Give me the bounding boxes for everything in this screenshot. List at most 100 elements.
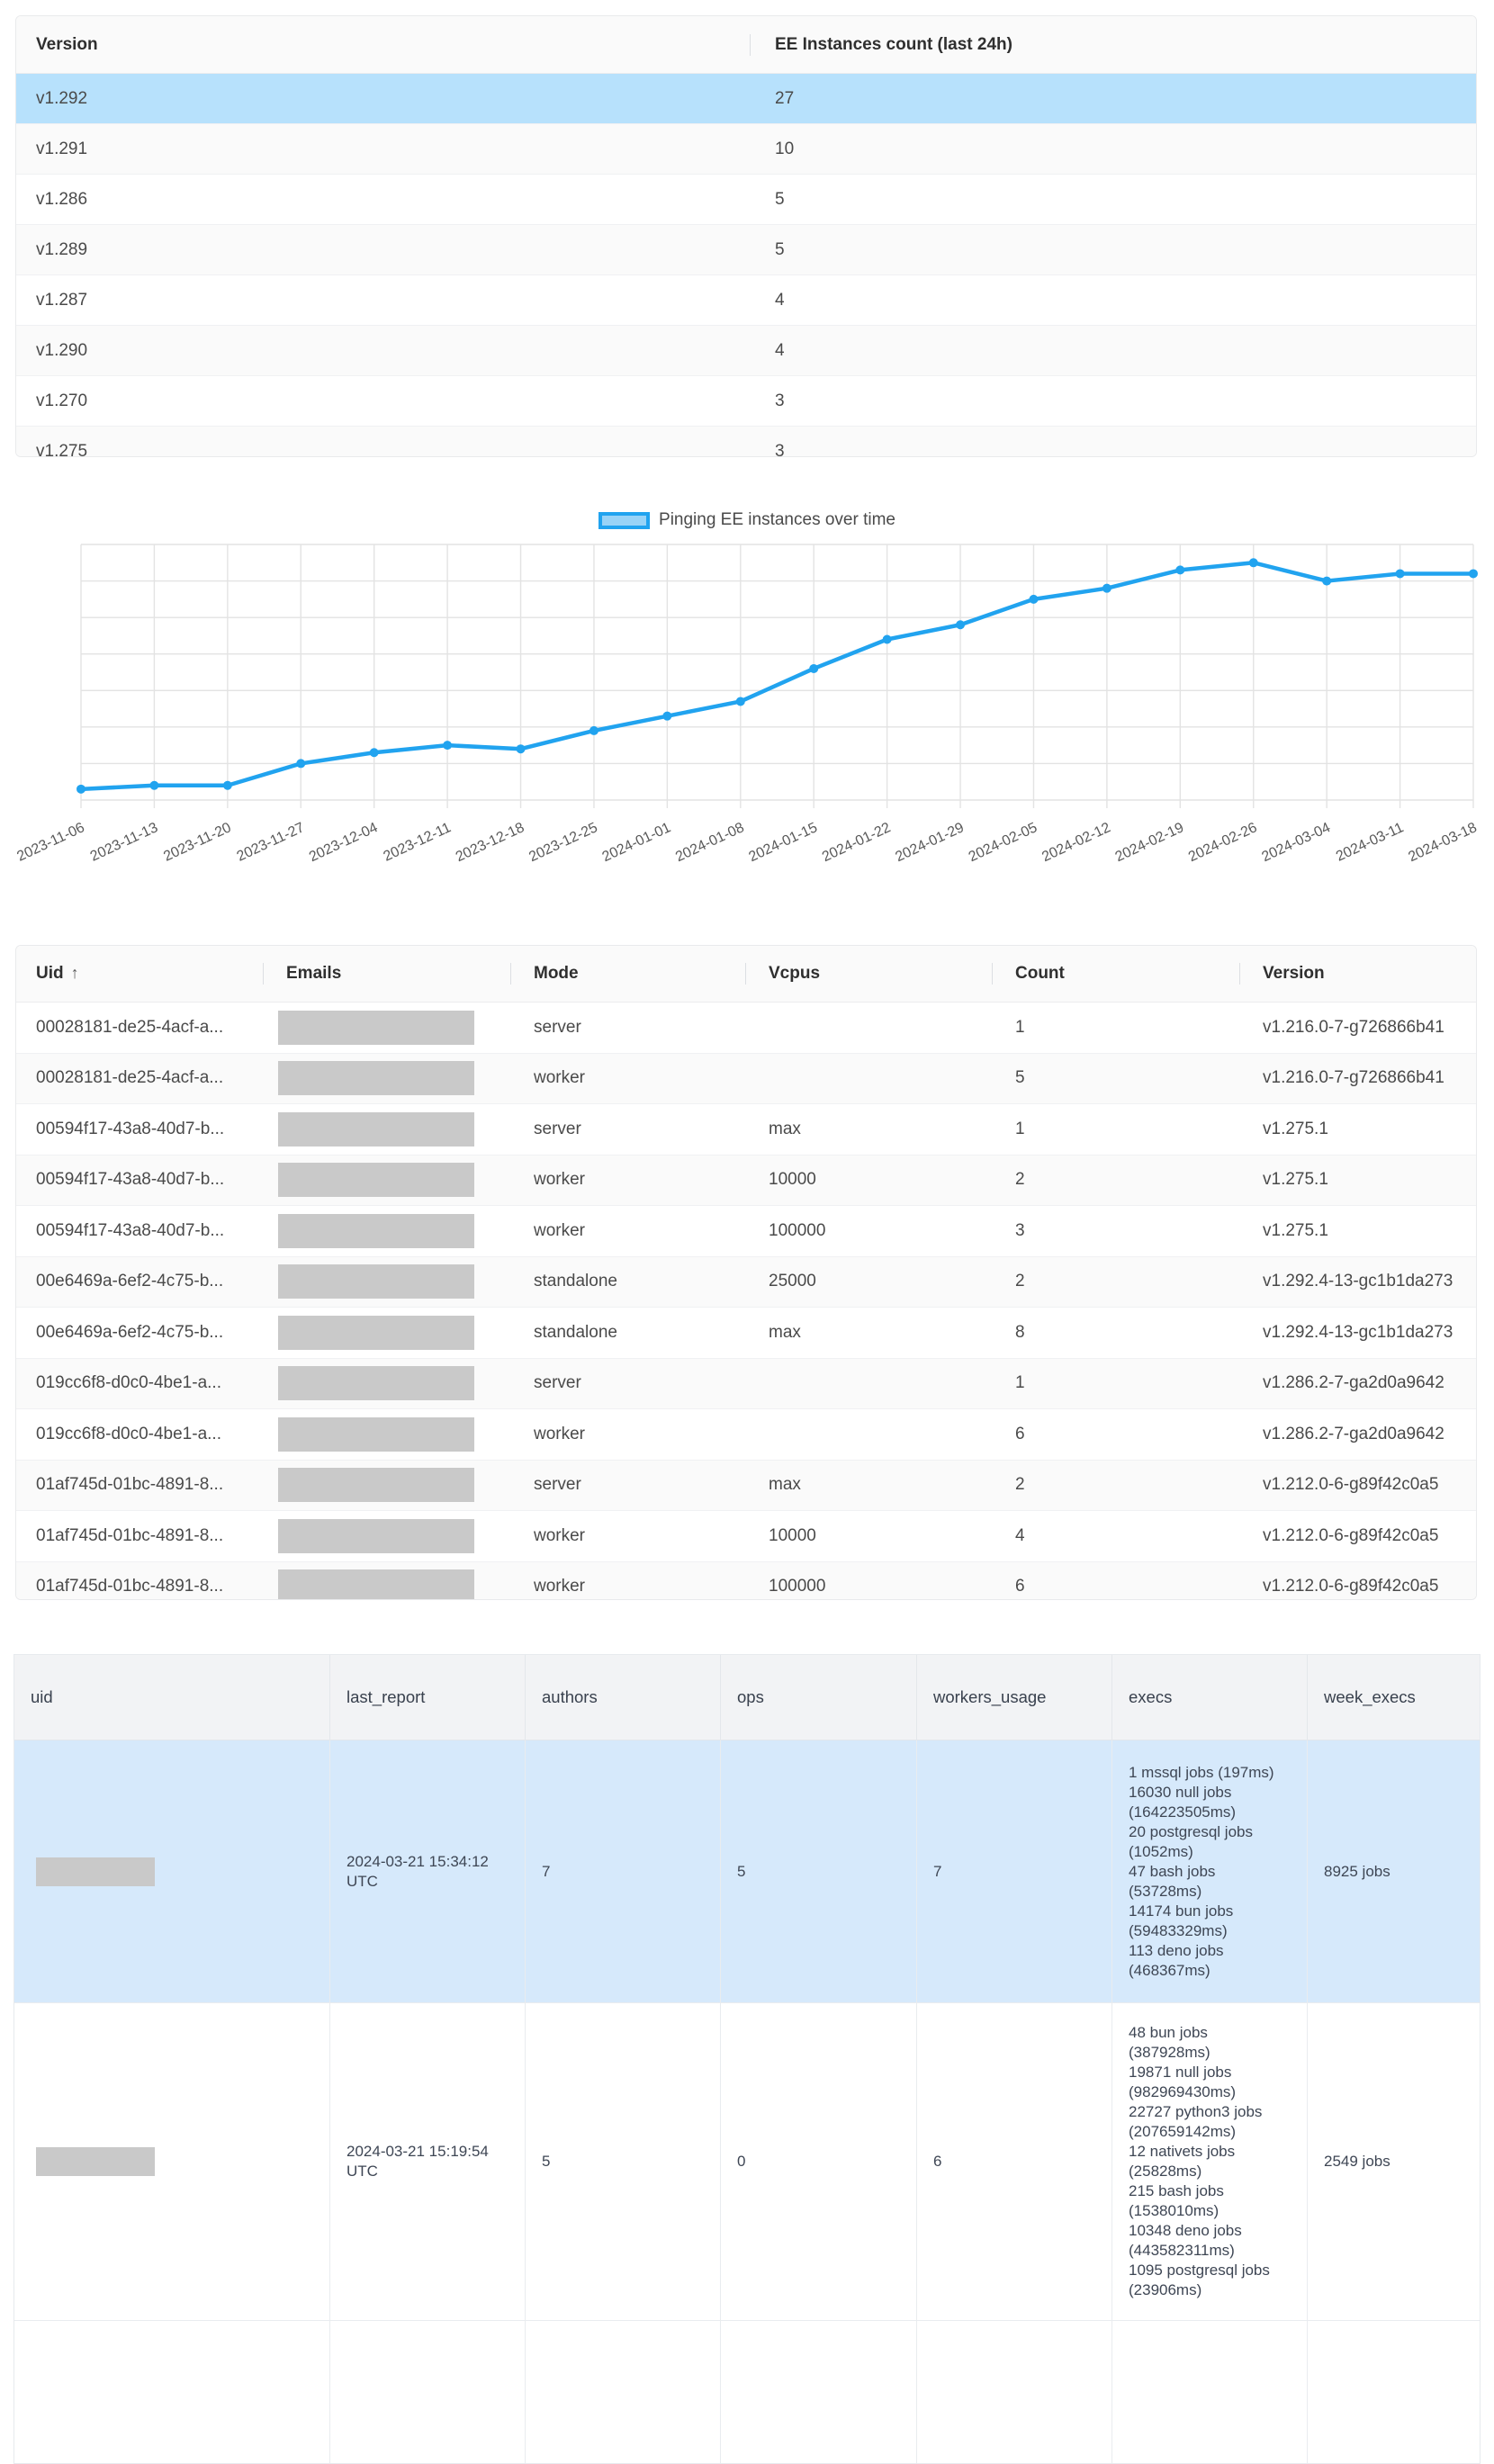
table-row[interactable]: 01af745d-01bc-4891-8... worker 10000 4 v1.21… xyxy=(16,1511,1476,1562)
table-row[interactable]: 2024-03-21 15:19:54 UTC 5 0 6 48 bun jobs (3… xyxy=(14,2003,1480,2321)
table-row[interactable]: v1.291 10 xyxy=(16,124,1476,175)
table-row[interactable]: 00594f17-43a8-40d7-b... server max 1 v1.275.… xyxy=(16,1104,1476,1156)
cell-count: 2 xyxy=(1015,1272,1025,1291)
column-header-count[interactable]: Count xyxy=(992,963,1239,985)
table-row[interactable]: v1.287 4 xyxy=(16,275,1476,326)
table-row[interactable]: 260 bun jobs (549925ms) 21 mysql jobs (1… xyxy=(14,2321,1480,2463)
table-row[interactable]: v1.292 27 xyxy=(16,74,1476,124)
cell-mode: worker xyxy=(534,1525,586,1545)
table-row[interactable]: 00e6469a-6ef2-4c75-b... standalone max 8 v1.… xyxy=(16,1308,1476,1359)
series-line[interactable] xyxy=(78,561,1476,792)
cell-version: v1.275.1 xyxy=(1263,1170,1328,1190)
data-point[interactable] xyxy=(882,634,892,644)
data-point[interactable] xyxy=(516,744,526,754)
sort-ascending-icon[interactable]: ↑ xyxy=(70,964,79,982)
cell-uid: 00e6469a-6ef2-4c75-b... xyxy=(36,1322,224,1342)
x-axis-tick-label: 2023-11-20 xyxy=(161,820,233,865)
column-header-week-execs[interactable]: week_execs xyxy=(1324,1687,1416,1706)
table-row[interactable]: 2024-03-21 15:34:12 UTC 7 5 7 1 mssql jobs (… xyxy=(14,1740,1480,2003)
reports-table-body: 2024-03-21 15:34:12 UTC 7 5 7 1 mssql jobs (… xyxy=(14,1740,1480,2463)
cell-ops: 0 xyxy=(721,2003,917,2320)
line-chart-canvas[interactable]: 2023-11-06 2023-11-13 2023-11-20 2023-11-27… xyxy=(0,531,1494,873)
data-point[interactable] xyxy=(1248,558,1258,568)
cell-version: v1.291 xyxy=(36,139,88,158)
data-point[interactable] xyxy=(1175,565,1185,575)
column-label-uid: Uid xyxy=(36,964,64,983)
cell-execs: 48 bun jobs (387928ms) 19871 null jobs (… xyxy=(1112,2003,1308,2320)
instances-over-time-chart[interactable]: 2023-11-06 2023-11-13 2023-11-20 2023-11-27… xyxy=(0,531,1494,873)
column-header-uid[interactable]: Uid ↑ xyxy=(16,964,263,984)
cell-count: 2 xyxy=(1015,1170,1025,1190)
data-point[interactable] xyxy=(296,759,306,769)
table-row[interactable]: v1.275 3 xyxy=(16,427,1476,456)
table-row[interactable]: 00594f17-43a8-40d7-b... worker 100000 3 v1.2… xyxy=(16,1206,1476,1257)
data-point[interactable] xyxy=(222,780,232,790)
cell-uid: 00028181-de25-4acf-a... xyxy=(36,1017,224,1037)
table-row[interactable]: v1.290 4 xyxy=(16,326,1476,376)
data-point[interactable] xyxy=(1322,576,1332,586)
column-header-uid[interactable]: uid xyxy=(14,1655,330,1740)
cell-mode: server xyxy=(534,1119,581,1138)
column-header-ops[interactable]: ops xyxy=(721,1655,917,1740)
cell-uid: 01af745d-01bc-4891-8... xyxy=(36,1577,224,1596)
chart-legend[interactable]: Pinging EE instances over time xyxy=(0,507,1494,534)
cell-count: 5 xyxy=(1015,1068,1025,1088)
cell-count: 5 xyxy=(775,239,785,259)
column-header-last-report[interactable]: last_report xyxy=(330,1655,526,1740)
x-axis-tick-label: 2024-01-15 xyxy=(747,820,820,865)
data-point[interactable] xyxy=(735,697,745,706)
column-label-mode: Mode xyxy=(534,964,579,983)
cell-mode: server xyxy=(534,1373,581,1393)
column-header-version[interactable]: Version xyxy=(36,34,98,54)
column-header-workers-usage[interactable]: workers_usage xyxy=(917,1655,1112,1740)
column-header-execs[interactable]: execs xyxy=(1112,1655,1308,1740)
column-header-ee-instances-count-last-24h[interactable]: EE Instances count (last 24h) xyxy=(750,33,1476,56)
data-point[interactable] xyxy=(443,741,453,751)
table-row[interactable]: 019cc6f8-d0c0-4be1-a... worker 6 v1.286.2-7… xyxy=(16,1409,1476,1461)
table-row[interactable]: 019cc6f8-d0c0-4be1-a... server 1 v1.286.2-7… xyxy=(16,1358,1476,1409)
data-point[interactable] xyxy=(662,711,672,721)
table-row[interactable]: 01af745d-01bc-4891-8... server max 2 v1.212.… xyxy=(16,1460,1476,1511)
data-point[interactable] xyxy=(589,725,598,735)
data-point[interactable] xyxy=(1469,569,1478,579)
reports-table-header: uid last_report authors ops workers_usage exe… xyxy=(14,1655,1480,1740)
x-axis-tick-label: 2024-01-22 xyxy=(820,820,893,865)
table-row[interactable]: v1.270 3 xyxy=(16,376,1476,427)
redacted-uid xyxy=(36,2147,155,2176)
x-axis-tick-label: 2023-12-04 xyxy=(307,820,380,865)
table-row[interactable]: 00e6469a-6ef2-4c75-b... standalone 25000 2 v… xyxy=(16,1256,1476,1308)
data-point[interactable] xyxy=(1395,569,1405,579)
table-row[interactable]: v1.286 5 xyxy=(16,175,1476,225)
column-header-authors[interactable]: authors xyxy=(526,1655,721,1740)
cell-execs: 1 mssql jobs (197ms) 16030 null jobs (16… xyxy=(1112,1740,1308,2002)
redacted-email xyxy=(278,1416,474,1452)
x-axis-tick-label: 2023-12-18 xyxy=(454,820,526,865)
x-axis-tick-label: 2023-11-13 xyxy=(88,820,160,865)
data-point[interactable] xyxy=(149,780,159,790)
column-header-version[interactable]: Version xyxy=(1239,963,1476,985)
data-point[interactable] xyxy=(956,620,966,630)
table-row[interactable]: 01af745d-01bc-4891-8... worker 100000 6 v1.2… xyxy=(16,1561,1476,1599)
data-point[interactable] xyxy=(76,784,86,794)
column-header-mode[interactable]: Mode xyxy=(510,963,745,985)
table-row[interactable]: 00594f17-43a8-40d7-b... worker 10000 2 v1.27… xyxy=(16,1155,1476,1206)
table-row[interactable]: 00028181-de25-4acf-a... server 1 v1.216.0-7… xyxy=(16,1003,1476,1054)
cell-last-report: 2024-03-21 15:34:12 UTC xyxy=(330,1740,526,2002)
table-row[interactable]: 00028181-de25-4acf-a... worker 5 v1.216.0-7… xyxy=(16,1053,1476,1104)
instances-detail-table: Uid ↑ Emails Mode Vcpus Count Version 00028181… xyxy=(15,945,1477,1600)
data-point[interactable] xyxy=(1102,583,1112,593)
data-point[interactable] xyxy=(1029,594,1039,604)
legend-label: Pinging EE instances over time xyxy=(659,510,896,529)
data-point[interactable] xyxy=(809,663,819,673)
cell-vcpus: 10000 xyxy=(769,1525,816,1545)
column-header-vcpus[interactable]: Vcpus xyxy=(745,963,992,985)
cell-mode: worker xyxy=(534,1577,586,1596)
x-axis-tick-label: 2024-03-18 xyxy=(1406,820,1479,865)
cell-week-execs: 2549 jobs xyxy=(1324,2153,1390,2170)
workspace-reports-table: uid last_report authors ops workers_usage exe… xyxy=(14,1654,1480,2464)
column-header-emails[interactable]: Emails xyxy=(263,963,510,985)
data-point[interactable] xyxy=(369,748,379,758)
cell-vcpus: 25000 xyxy=(769,1272,816,1291)
table-row[interactable]: v1.289 5 xyxy=(16,225,1476,275)
cell-authors: 7 xyxy=(526,1740,721,2002)
